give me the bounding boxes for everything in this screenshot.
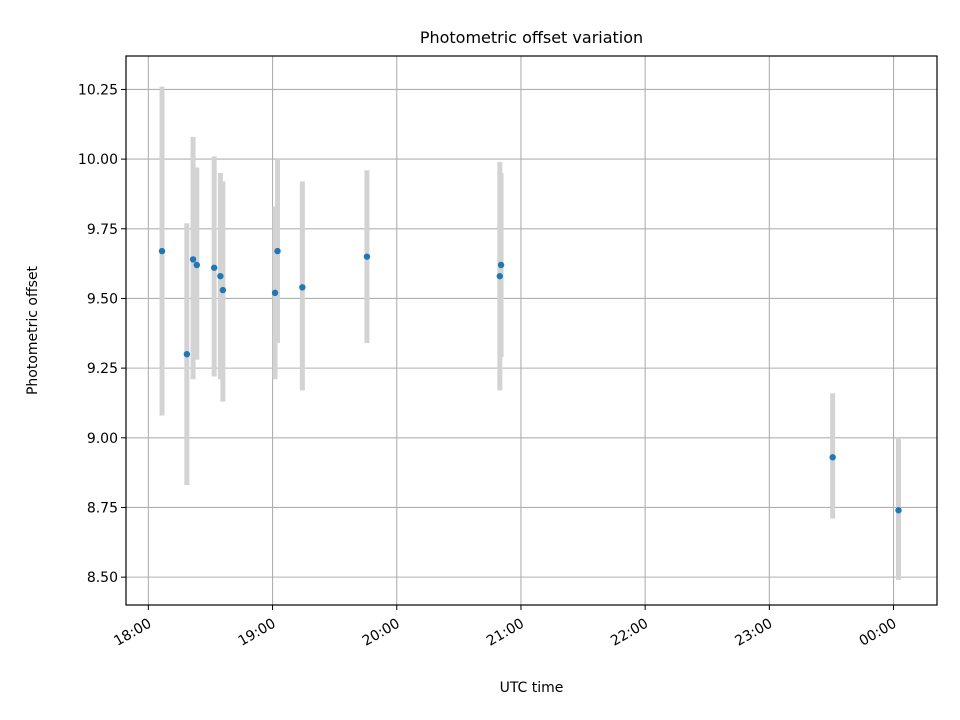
data-point	[193, 261, 200, 269]
x-tick-label: 20:00	[360, 616, 403, 650]
data-point	[829, 454, 836, 461]
y-tick-label: 9.25	[87, 361, 118, 377]
data-point	[299, 284, 306, 291]
x-tick-label: 22:00	[608, 616, 651, 650]
data-point	[189, 256, 197, 263]
x-tick-label: 23:00	[732, 616, 775, 650]
x-tick-label: 19:00	[236, 616, 279, 650]
x-tick-label: 00:00	[857, 616, 900, 650]
y-tick-label: 9.00	[87, 431, 118, 447]
data-point	[271, 289, 279, 297]
data-point	[895, 507, 902, 514]
y-tick-label: 10.00	[78, 152, 118, 168]
y-tick-label: 8.50	[87, 570, 118, 586]
y-tick-label: 8.75	[87, 500, 118, 516]
plot-frame	[125, 55, 938, 606]
data-point	[219, 286, 227, 294]
data-point	[217, 272, 224, 280]
y-axis-label: Photometric offset	[25, 265, 41, 395]
y-tick-label: 10.25	[78, 82, 118, 98]
data-point	[497, 261, 505, 269]
y-tick-label: 9.75	[87, 222, 118, 238]
x-tick-label: 18:00	[111, 616, 154, 650]
data-point	[496, 272, 504, 280]
x-axis-label: UTC time	[500, 680, 564, 696]
grid	[126, 56, 937, 605]
data-point	[158, 247, 166, 255]
chart-title: Photometric offset variation	[420, 28, 643, 47]
data-points	[158, 247, 902, 514]
y-tick-label: 9.50	[87, 291, 118, 307]
x-tick-label: 21:00	[484, 616, 527, 650]
x-axis-ticks: 18:00 19:00 20:00 21:00 22:00 23:00 00:00	[111, 605, 900, 650]
y-axis-ticks: 8.50 8.75 9.00 9.25 9.50 9.75 10.00 10.25	[78, 82, 126, 586]
data-point	[183, 350, 191, 358]
data-point	[363, 253, 371, 260]
data-point	[210, 264, 218, 271]
data-point	[274, 247, 281, 255]
